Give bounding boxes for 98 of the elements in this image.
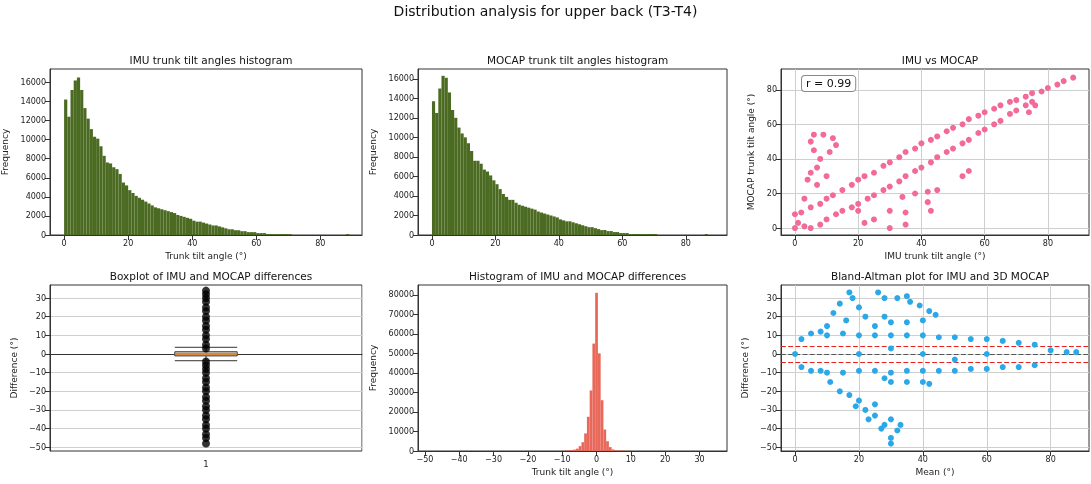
- x-tick-label: 60: [981, 454, 992, 464]
- y-tick-label: 30: [35, 293, 46, 303]
- y-tick-label: 8000: [393, 152, 414, 162]
- x-tick-label: −10: [553, 454, 571, 464]
- y-tick-label: 4000: [25, 192, 46, 202]
- x-tick-label: 0: [792, 454, 798, 464]
- x-tick-label: −30: [485, 454, 502, 464]
- y-tick-label: 8000: [25, 154, 46, 164]
- y-tick-label: −40: [29, 424, 46, 434]
- y-axis-title: Frequency: [368, 128, 379, 176]
- y-axis-title: MOCAP trunk tilt angle (°): [745, 93, 756, 211]
- y-tick-label: 80000: [388, 290, 414, 300]
- y-tick-label: 0: [771, 349, 777, 359]
- x-tick-label: 20: [853, 454, 865, 464]
- chart-title: IMU trunk tilt angles histogram: [129, 53, 293, 66]
- x-axis-title: Trunk tilt angle (°): [164, 251, 247, 262]
- chart-title: Bland-Altman plot for IMU and 3D MOCAP: [830, 269, 1050, 282]
- x-tick-label: 60: [251, 238, 262, 248]
- y-tick-label: −40: [760, 424, 777, 434]
- x-tick-label: 80: [1042, 238, 1053, 248]
- x-tick-label: 1: [203, 458, 209, 469]
- y-tick-label: 2000: [25, 211, 46, 221]
- y-tick-label: 12000: [388, 113, 414, 123]
- y-axis-title: Difference (°): [739, 337, 750, 399]
- x-tick-label: 60: [979, 238, 990, 248]
- y-tick-label: 6000: [393, 171, 414, 181]
- x-tick-label: 20: [660, 454, 671, 464]
- x-axis-title: Mean (°): [915, 467, 955, 478]
- chart-title: MOCAP trunk tilt angles histogram: [486, 53, 669, 66]
- y-tick-label: 20: [766, 189, 777, 198]
- y-tick-label: 40000: [388, 368, 414, 378]
- x-tick-label: 20: [123, 238, 134, 248]
- y-tick-label: −30: [760, 405, 777, 415]
- y-tick-label: 10: [35, 330, 46, 340]
- y-axis-title: Difference (°): [8, 337, 19, 399]
- x-tick-label: 80: [1045, 454, 1056, 464]
- y-tick-label: −20: [760, 386, 777, 396]
- y-tick-label: 10000: [20, 135, 46, 145]
- y-tick-label: 10: [766, 330, 777, 340]
- x-tick-label: 80: [315, 238, 326, 248]
- x-axis-title: IMU trunk tilt angle (°): [884, 251, 986, 262]
- y-tick-label: 80: [766, 85, 777, 95]
- x-tick-label: 60: [617, 238, 628, 248]
- annotation: r = 0.99: [806, 77, 852, 90]
- chart-title: Histogram of IMU and MOCAP differences: [468, 269, 687, 282]
- x-tick-label: 0: [792, 238, 798, 248]
- x-tick-label: 20: [490, 238, 501, 248]
- x-tick-label: 40: [916, 238, 927, 248]
- x-tick-label: 10: [625, 454, 636, 464]
- y-axis-title: Frequency: [368, 344, 379, 392]
- y-tick-label: 40: [766, 154, 777, 164]
- y-tick-label: 0: [40, 230, 46, 240]
- x-tick-label: 0: [61, 238, 67, 248]
- y-tick-label: 10000: [388, 132, 414, 142]
- x-tick-label: 0: [593, 454, 600, 464]
- y-tick-label: 20000: [388, 407, 414, 417]
- y-tick-label: 50000: [388, 348, 414, 358]
- x-tick-label: 30: [694, 454, 705, 464]
- x-tick-label: 40: [187, 238, 198, 248]
- y-tick-label: 0: [408, 230, 414, 240]
- y-tick-label: −20: [29, 386, 46, 396]
- y-tick-label: 16000: [388, 74, 414, 84]
- y-tick-label: 6000: [25, 173, 46, 183]
- y-tick-label: 10000: [388, 426, 414, 436]
- y-tick-label: 30000: [388, 387, 414, 397]
- x-tick-label: 40: [553, 238, 564, 248]
- y-tick-label: −10: [29, 368, 46, 378]
- x-axis-title: Trunk tilt angle (°): [530, 467, 614, 478]
- x-tick-label: −20: [519, 454, 537, 464]
- x-tick-label: −50: [416, 454, 434, 464]
- y-tick-label: 20: [35, 312, 46, 322]
- x-tick-label: 80: [680, 238, 691, 248]
- y-tick-label: 0: [408, 446, 414, 456]
- chart-title: IMU vs MOCAP: [901, 53, 979, 66]
- y-tick-label: 12000: [20, 116, 46, 126]
- y-tick-label: 20: [766, 312, 777, 322]
- y-axis-title: Frequency: [0, 128, 11, 176]
- x-tick-label: −40: [450, 454, 468, 464]
- y-tick-label: 60000: [388, 329, 414, 339]
- y-tick-label: 70000: [388, 309, 414, 319]
- y-tick-label: 4000: [393, 191, 414, 201]
- y-tick-label: 16000: [20, 77, 46, 87]
- x-tick-label: 40: [917, 454, 928, 464]
- x-tick-label: 20: [853, 238, 864, 248]
- y-tick-label: 14000: [388, 93, 414, 103]
- text: Distribution analysis for upper back (T3-T4): [392, 3, 699, 19]
- y-tick-label: 60: [766, 119, 777, 129]
- y-tick-label: −50: [29, 442, 46, 452]
- y-tick-label: −30: [29, 405, 46, 415]
- chart-title: Boxplot of IMU and MOCAP differences: [109, 269, 313, 282]
- y-tick-label: 0: [40, 349, 46, 359]
- y-tick-label: −10: [760, 368, 777, 378]
- y-tick-label: 30: [766, 293, 777, 303]
- y-tick-label: 2000: [393, 210, 414, 220]
- y-tick-label: −50: [760, 442, 777, 452]
- y-tick-label: 14000: [20, 96, 46, 106]
- y-tick-label: 0: [771, 223, 777, 233]
- x-tick-label: 0: [429, 238, 435, 248]
